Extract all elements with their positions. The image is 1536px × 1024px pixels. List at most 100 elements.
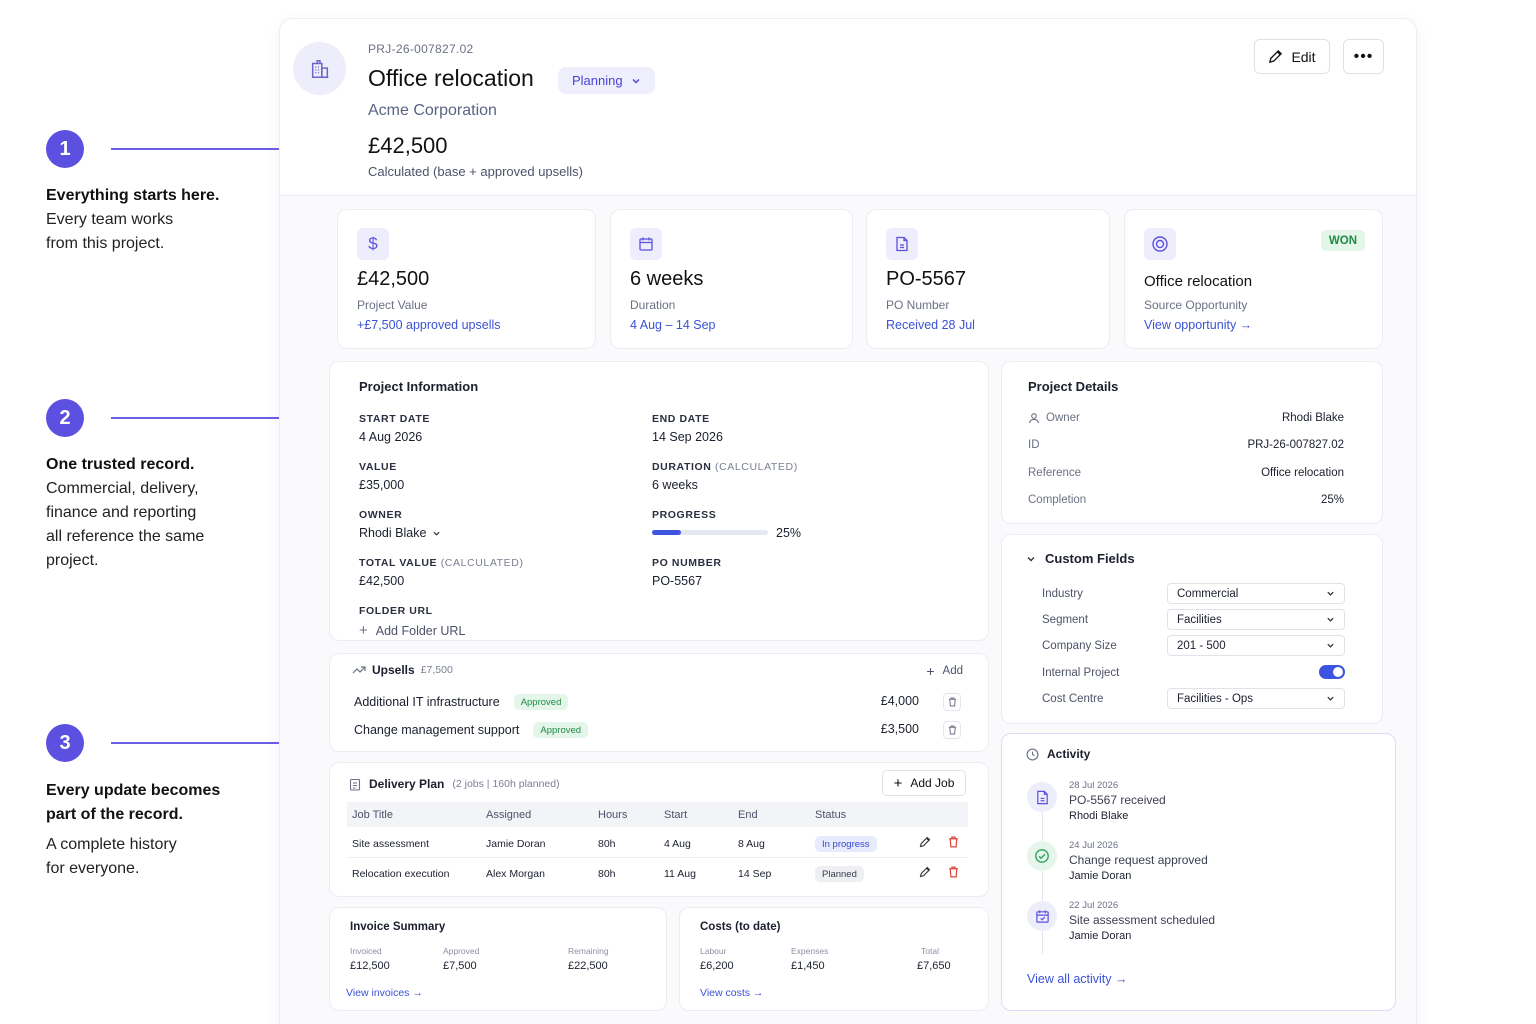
step-3-heading: part of the record. [46,806,183,823]
custom-fields-toggle[interactable]: Custom Fields [1026,551,1135,566]
stat-value: £42,500 [357,268,430,290]
step-1-line: Every team works [46,211,174,228]
delete-job-button[interactable] [948,836,959,851]
owner-dropdown[interactable]: Rhodi Blake [359,526,441,540]
step-3-line: for everyone. [46,860,140,877]
add-upsell-button[interactable]: + Add [926,663,963,679]
cost-centre-value: Facilities - Ops [1177,692,1254,705]
view-opportunity-link[interactable]: View opportunity → [1144,318,1252,332]
company-size-select[interactable]: 201 - 500 [1167,635,1345,656]
stat-link[interactable]: 4 Aug – 14 Sep [630,318,716,332]
chevron-down-icon [1027,556,1035,561]
view-costs-link[interactable]: View costs → [700,987,763,999]
trash-icon [948,697,956,707]
chevron-down-icon [1327,617,1334,622]
calculated-tag: (CALCULATED) [440,557,524,569]
add-folder-url-button[interactable]: + Add Folder URL [359,622,465,639]
segment-select[interactable]: Facilities [1167,609,1345,630]
chevron-down-icon [1327,696,1334,701]
job-title: Relocation execution [352,868,450,880]
won-badge: WON [1320,230,1365,251]
section-title: Custom Fields [1045,551,1135,566]
delete-job-button[interactable] [948,866,959,881]
custom-fields-card: Custom Fields Industry Commercial Segmen… [1001,534,1383,724]
owner-value: Rhodi Blake [359,526,427,540]
pencil-icon [1269,49,1283,64]
delete-upsell-button[interactable] [943,693,961,711]
delete-upsell-button[interactable] [943,721,961,739]
folder-url-label: FOLDER URL [359,605,433,617]
project-information-card: Project Information START DATE 4 Aug 202… [329,361,989,641]
step-2-line: Commercial, delivery, [46,480,199,497]
upsells-total: £7,500 [420,664,453,676]
upsell-row[interactable]: Additional IT infrastructure Approved [354,694,569,710]
end-date-value[interactable]: 14 Sep 2026 [652,430,723,444]
clock-icon [1026,748,1039,760]
expenses-label: Expenses [791,946,829,956]
value-value[interactable]: £35,000 [359,478,405,492]
column-header[interactable]: Job Title [352,809,393,821]
column-header[interactable]: Start [664,809,688,821]
company-size-value: 201 - 500 [1177,639,1226,652]
progress-track [652,530,768,535]
column-header[interactable]: Assigned [486,809,532,821]
project-value-note: Calculated (base + approved upsells) [368,164,583,179]
stat-label: Source Opportunity [1144,298,1248,312]
column-header[interactable]: End [738,809,758,821]
status-dropdown[interactable]: Planning [558,67,655,94]
progress-fill [652,530,681,535]
activity-date: 24 Jul 2026 [1069,840,1119,851]
upsell-amount: £4,000 [880,694,919,708]
job-end: 8 Aug [738,838,765,850]
start-date-value[interactable]: 4 Aug 2026 [359,430,423,444]
activity-card: Activity 28 Jul 2026 PO-5567 received Rh… [1001,733,1396,1011]
edit-button-label: Edit [1291,48,1316,65]
view-invoices-link[interactable]: View invoices → [346,987,423,999]
job-hours: 80h [598,838,616,850]
job-assigned: Alex Morgan [486,868,545,880]
labour-value: £6,200 [700,960,734,972]
end-date-label: END DATE [652,413,710,425]
stat-link[interactable]: Received 28 Jul [886,318,975,332]
activity-title[interactable]: Change request approved [1069,853,1208,867]
delivery-plan-card: Delivery Plan (2 jobs | 160h planned) + A… [329,762,989,897]
more-options-button[interactable]: ••• [1343,39,1384,74]
add-job-button[interactable]: + Add Job [882,770,966,796]
trash-icon [949,866,958,878]
trash-icon [949,836,958,848]
value-label: VALUE [359,461,397,473]
delivery-plan-header: Delivery Plan (2 jobs | 160h planned) [349,777,560,791]
step-1-text: Everything starts here. Every team works… [46,184,286,256]
column-header[interactable]: Status [815,809,847,821]
step-1-heading: Everything starts here. [46,187,220,204]
client-name[interactable]: Acme Corporation [368,102,497,119]
view-all-activity-link[interactable]: View all activity → [1027,972,1128,986]
owner-label: OWNER [359,509,403,521]
upsell-row[interactable]: Change management support Approved [354,722,589,738]
po-number-value[interactable]: PO-5567 [652,574,703,588]
edit-job-button[interactable] [919,866,931,881]
activity-title[interactable]: PO-5567 received [1069,793,1166,807]
step-3-badge: 3 [46,724,84,762]
segment-value: Facilities [1177,613,1222,626]
edit-job-button[interactable] [919,836,931,851]
invoiced-value: £12,500 [350,960,390,972]
chevron-down-icon [1327,591,1334,596]
upsells-card: Upsells £7,500 + Add Additional IT infras… [329,653,989,752]
stat-card-source-opportunity: WON Office relocation Source Opportunity… [1124,209,1383,349]
column-header[interactable]: Hours [598,809,628,821]
plus-icon: + [359,622,368,639]
invoice-summary-card: Invoice Summary Invoiced £12,500 Approve… [329,907,667,1011]
project-value: £42,500 [368,133,448,158]
internal-project-toggle[interactable] [1319,665,1345,679]
completion-row-value: 25% [1320,494,1344,506]
arrow-right-icon: → [752,987,764,999]
industry-select[interactable]: Commercial [1167,583,1345,604]
activity-title[interactable]: Site assessment scheduled [1069,913,1216,927]
stat-link[interactable]: +£7,500 approved upsells [357,318,501,332]
chevron-down-icon [632,78,640,83]
edit-button[interactable]: Edit [1254,39,1330,74]
step-2-connector [111,417,309,419]
cost-centre-select[interactable]: Facilities - Ops [1167,688,1345,709]
section-title: Project Details [1028,379,1119,394]
